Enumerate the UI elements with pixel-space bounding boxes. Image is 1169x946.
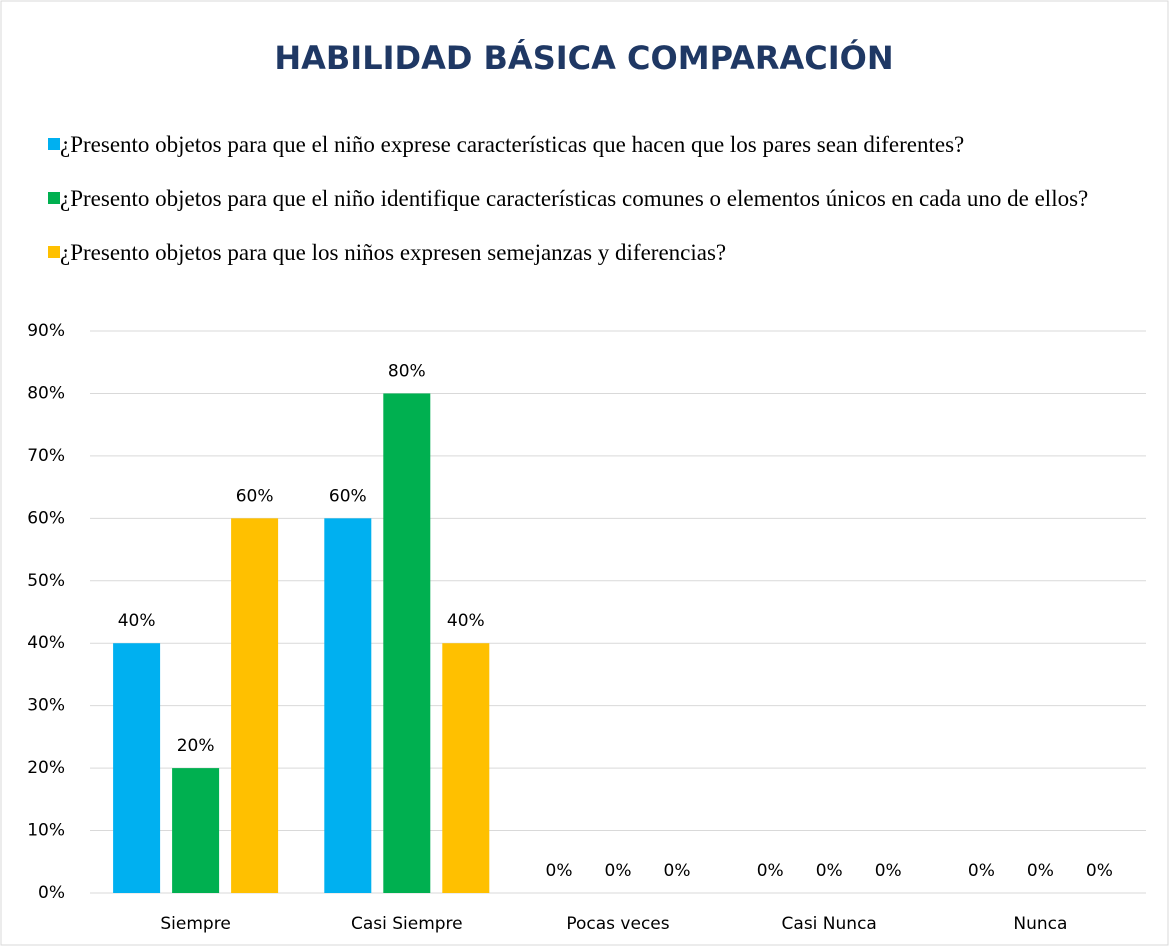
x-tick-label: Casi Nunca xyxy=(782,914,877,934)
y-tick-label: 50% xyxy=(27,571,65,591)
y-tick-label: 20% xyxy=(27,758,65,778)
legend-label: ¿Presento objetos para que los niños exp… xyxy=(60,240,727,265)
value-label: 80% xyxy=(388,361,426,381)
value-label: 0% xyxy=(816,861,843,881)
value-label: 0% xyxy=(605,861,632,881)
legend-swatch xyxy=(48,192,60,204)
value-label: 40% xyxy=(447,611,485,631)
legend: ¿Presento objetos para que el niño expre… xyxy=(48,130,1142,292)
bar xyxy=(442,643,490,893)
bar xyxy=(324,518,372,893)
value-label: 40% xyxy=(118,611,156,631)
x-tick-label: Nunca xyxy=(1013,914,1067,934)
value-label: 0% xyxy=(664,861,691,881)
bar xyxy=(383,393,431,893)
y-tick-label: 0% xyxy=(38,883,65,903)
legend-swatch xyxy=(48,246,60,258)
value-label: 0% xyxy=(968,861,995,881)
legend-label: ¿Presento objetos para que el niño expre… xyxy=(60,132,965,157)
legend-entry: ¿Presento objetos para que el niño expre… xyxy=(48,130,1142,160)
value-label: 0% xyxy=(1027,861,1054,881)
x-tick-label: Casi Siempre xyxy=(351,914,463,934)
value-label: 0% xyxy=(757,861,784,881)
y-tick-label: 40% xyxy=(27,633,65,653)
value-label: 60% xyxy=(329,486,367,506)
y-tick-label: 90% xyxy=(27,321,65,341)
y-tick-label: 30% xyxy=(27,696,65,716)
y-tick-label: 80% xyxy=(27,383,65,403)
legend-entry: ¿Presento objetos para que los niños exp… xyxy=(48,238,1142,268)
value-label: 0% xyxy=(546,861,573,881)
legend-swatch xyxy=(48,138,60,150)
x-tick-label: Siempre xyxy=(160,914,230,934)
bar xyxy=(172,768,220,893)
bar xyxy=(113,643,161,893)
x-tick-label: Pocas veces xyxy=(566,914,669,934)
y-tick-label: 10% xyxy=(27,821,65,841)
value-label: 0% xyxy=(875,861,902,881)
value-label: 0% xyxy=(1086,861,1113,881)
y-tick-label: 60% xyxy=(27,508,65,528)
legend-entry: ¿Presento objetos para que el niño ident… xyxy=(48,184,1142,214)
legend-label: ¿Presento objetos para que el niño ident… xyxy=(60,186,1089,211)
y-tick-label: 70% xyxy=(27,446,65,466)
chart-title: HABILIDAD BÁSICA COMPARACIÓN xyxy=(274,38,893,77)
bar xyxy=(231,518,279,893)
value-label: 60% xyxy=(236,486,274,506)
value-label: 20% xyxy=(177,736,215,756)
